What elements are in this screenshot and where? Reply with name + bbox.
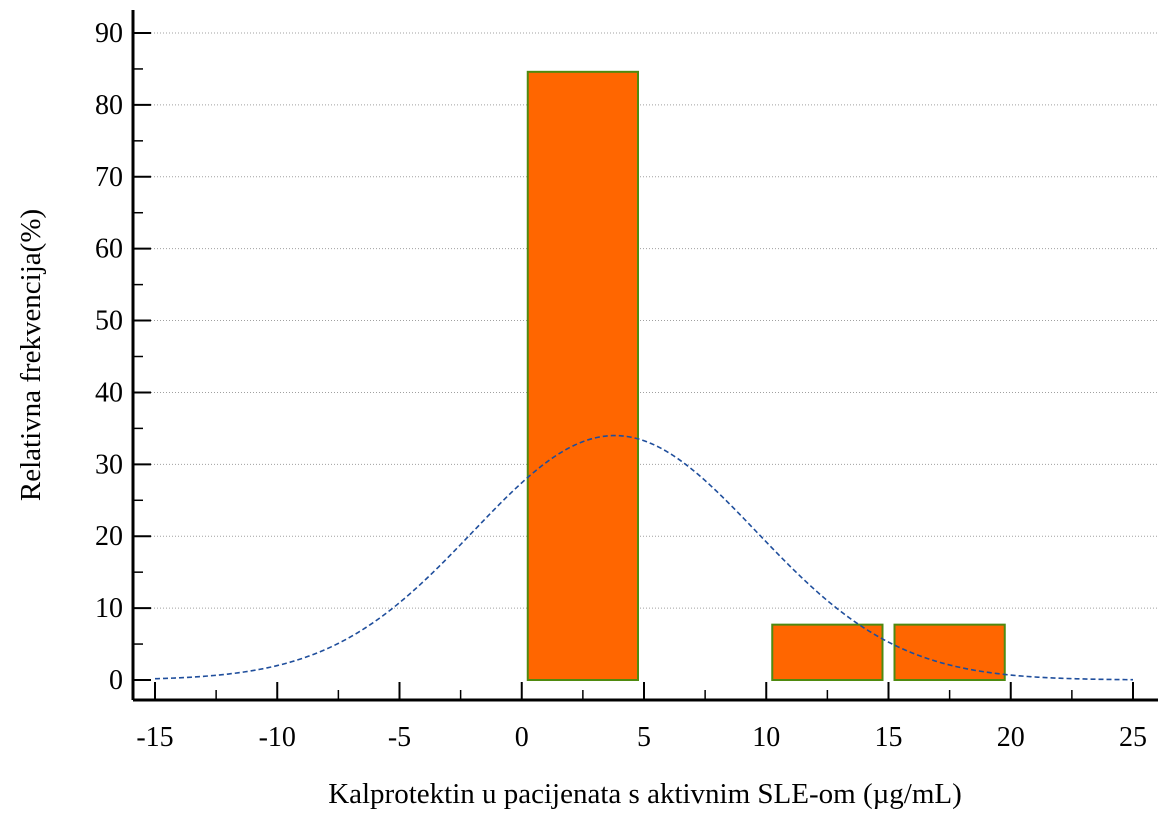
x-tick-label: 25 — [1119, 722, 1147, 753]
y-tick-label: 80 — [95, 90, 123, 121]
y-tick-label: 10 — [95, 593, 123, 624]
histogram-bars — [526, 70, 1006, 682]
x-tick-label: -10 — [259, 722, 296, 753]
y-tick-label: 30 — [95, 449, 123, 480]
x-tick-label: 10 — [752, 722, 780, 753]
grid-lines — [133, 32, 1158, 609]
x-tick-label: 0 — [515, 722, 529, 753]
x-tick-label: 15 — [875, 722, 903, 753]
x-tick-label: -15 — [136, 722, 173, 753]
y-tick-label: 90 — [95, 18, 123, 49]
y-axis-title: Relativna frekvencija(%) — [15, 209, 47, 501]
y-tick-label: 50 — [95, 306, 123, 337]
y-tick-label: 40 — [95, 377, 123, 408]
histogram-bar — [893, 623, 1006, 682]
histogram-bar — [771, 623, 884, 682]
y-tick-label: 20 — [95, 521, 123, 552]
axes — [131, 10, 1158, 702]
normal-curve — [154, 434, 1134, 681]
y-tick-label: 60 — [95, 234, 123, 265]
y-tick-label: 0 — [109, 665, 123, 696]
x-tick-label: 20 — [997, 722, 1025, 753]
y-tick-label: 70 — [95, 162, 123, 193]
histogram-bar — [526, 70, 639, 681]
x-axis-title: Kalprotektin u pacijenata s aktivnim SLE… — [328, 778, 962, 810]
x-tick-label: -5 — [388, 722, 411, 753]
tick-labels: 0 10 20 30 40 50 60 70 80 90 -15 -10 -5 0 5 10 15 20 25 — [95, 18, 1147, 753]
x-tick-label: 5 — [637, 722, 651, 753]
normal-curve-line — [154, 434, 1134, 681]
